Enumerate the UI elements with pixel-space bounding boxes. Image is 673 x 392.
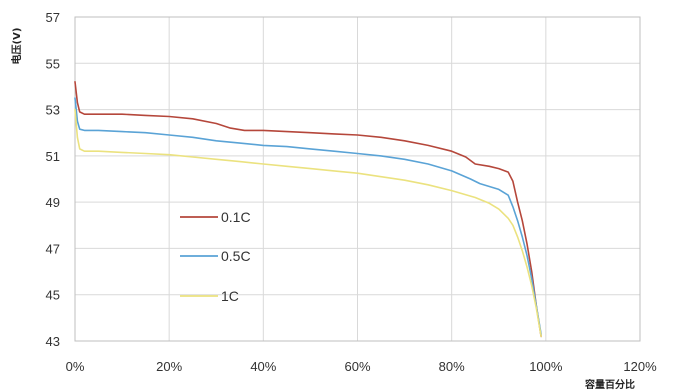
legend: 0.1C 0.5C 1C — [180, 209, 251, 304]
plot-frame — [74, 16, 641, 342]
series-line-0-1c — [74, 81, 542, 338]
legend-label-1c: 1C — [221, 288, 239, 304]
y-axis-title: 电压(V) — [10, 28, 23, 65]
x-tick-label: 120% — [623, 359, 657, 374]
series-line-0-5c — [74, 97, 542, 335]
x-tick-label: 40% — [250, 359, 276, 374]
y-tick-label: 57 — [46, 10, 60, 25]
legend-label-0-1c: 0.1C — [221, 209, 251, 225]
y-tick-label: 53 — [46, 103, 60, 118]
series-lines — [74, 81, 542, 338]
x-tick-label: 100% — [529, 359, 563, 374]
series-line-1c — [74, 108, 542, 338]
x-tick-label: 20% — [156, 359, 182, 374]
y-tick-label: 45 — [46, 288, 60, 303]
y-tick-label: 43 — [46, 334, 60, 349]
y-tick-label: 47 — [46, 241, 60, 256]
legend-label-0-5c: 0.5C — [221, 248, 251, 264]
x-tick-label: 60% — [344, 359, 370, 374]
y-tick-labels: 43 45 47 49 51 53 55 57 — [46, 10, 60, 349]
x-tick-label: 80% — [439, 359, 465, 374]
y-tick-label: 55 — [46, 56, 60, 71]
y-tick-label: 49 — [46, 195, 60, 210]
x-tick-labels: 0% 20% 40% 60% 80% 100% 120% — [66, 359, 657, 374]
grid-lines — [75, 17, 640, 341]
x-axis-title: 容量百分比 — [584, 378, 635, 391]
y-tick-label: 51 — [46, 149, 60, 164]
x-tick-label: 0% — [66, 359, 85, 374]
